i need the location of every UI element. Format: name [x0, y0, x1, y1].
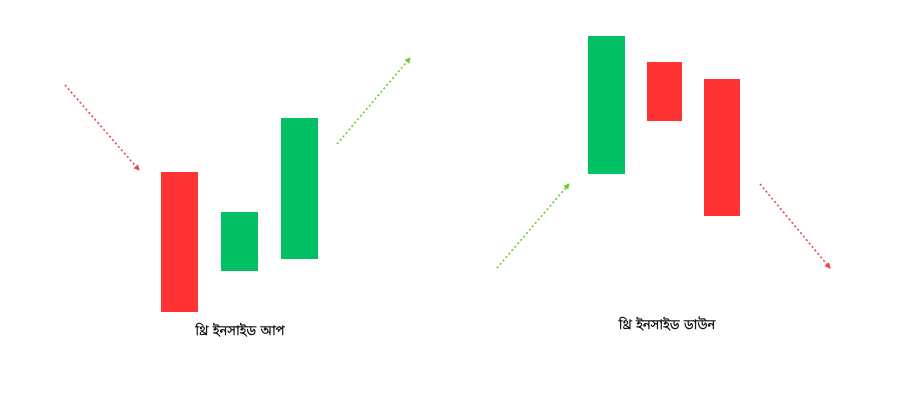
bullish-candle-2	[221, 212, 258, 271]
pattern-group-1	[496, 36, 831, 269]
trend-out-arrow-up	[336, 57, 411, 145]
bearish-candle-3	[704, 79, 740, 216]
pattern-caption-three-inside-down: থ্রি ইনসাইড ডাউন	[618, 318, 716, 333]
trend-in-arrow-down	[64, 84, 140, 171]
trend-in-arrow-up	[496, 183, 570, 269]
bearish-candle-2	[647, 62, 682, 121]
bullish-candle-3	[281, 118, 318, 259]
bullish-candle-1	[588, 36, 625, 174]
pattern-caption-three-inside-up: থ্রি ইনসাইড আপ	[195, 324, 285, 339]
pattern-group-0	[64, 57, 411, 312]
trend-out-arrow-down	[759, 183, 831, 269]
bearish-candle-1	[161, 172, 198, 312]
